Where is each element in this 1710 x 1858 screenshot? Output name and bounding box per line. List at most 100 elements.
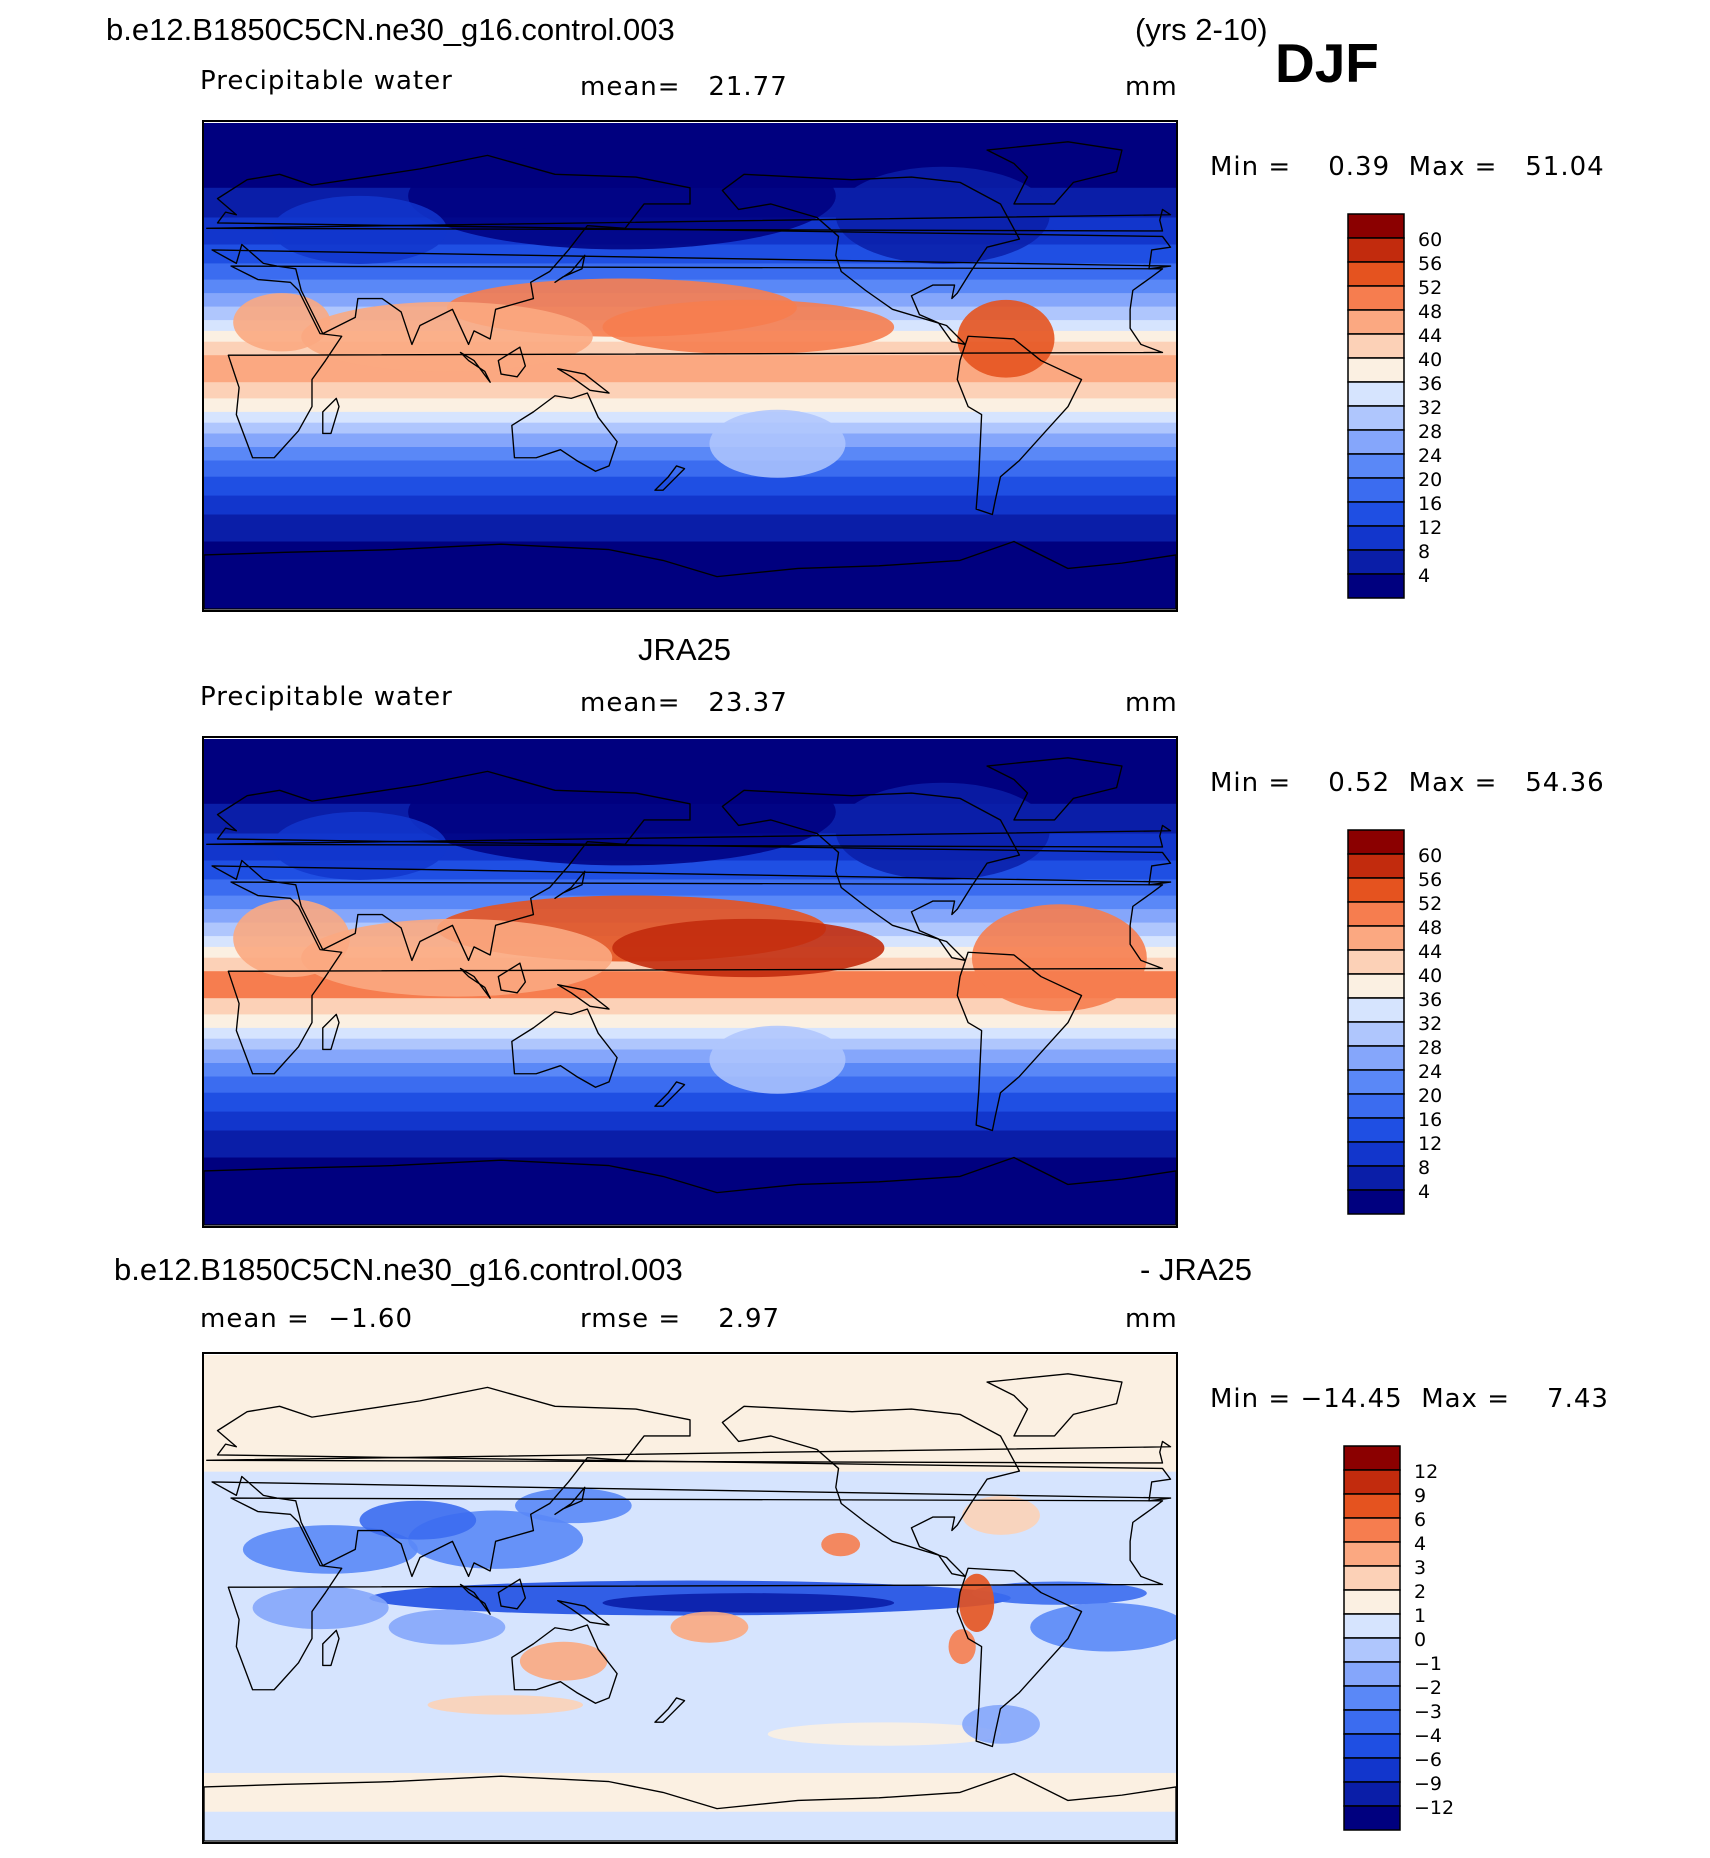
colorbar-label: −3: [1414, 1701, 1442, 1723]
colorbar-swatch: [1347, 1165, 1405, 1191]
field-layer: [204, 739, 1176, 1226]
coastline: [956, 335, 1083, 516]
contour-band: [204, 1027, 1176, 1040]
panel3-rmse: rmse = 2.97: [580, 1304, 781, 1334]
diff-band: [204, 1355, 1176, 1472]
coastline: [497, 346, 527, 378]
colorbar-swatch: [1347, 1069, 1405, 1095]
colorbar-label: 12: [1414, 1461, 1438, 1483]
panel2-minmax: Min = 0.52 Max = 54.36: [1210, 768, 1605, 798]
panel3-title-left: b.e12.B1850C5CN.ne30_g16.control.003: [114, 1252, 683, 1287]
contour-band: [204, 447, 1176, 461]
colorbar-label: 52: [1418, 277, 1442, 299]
colorbar-label: 20: [1418, 469, 1442, 491]
coastline: [227, 881, 1164, 1075]
colorbar-swatch: [1343, 1445, 1401, 1471]
contour-band: [204, 1157, 1176, 1226]
colorbar-label: 8: [1418, 1157, 1430, 1179]
coastline: [511, 1008, 618, 1088]
colorbar-swatch: [1343, 1661, 1401, 1687]
diff-anomaly: [971, 1581, 1147, 1605]
colorbar-label: 56: [1418, 869, 1442, 891]
colorbar-label: 4: [1418, 1181, 1430, 1203]
coastline: [986, 757, 1123, 821]
colorbar-swatch: [1343, 1709, 1401, 1735]
colorbar-swatch: [1347, 429, 1405, 455]
panel1-title-left: b.e12.B1850C5CN.ne30_g16.control.003: [106, 12, 675, 47]
colorbar-swatch: [1343, 1493, 1401, 1519]
dry-region: [408, 758, 836, 866]
dry-region: [709, 1025, 846, 1094]
colorbar-swatch: [1347, 261, 1405, 287]
panel3-minmax: Min = −14.45 Max = 7.43: [1210, 1384, 1609, 1414]
season-label: DJF: [1275, 32, 1379, 94]
colorbar-label: 36: [1418, 989, 1442, 1011]
colorbar-label: 44: [1418, 325, 1442, 347]
colorbar-label: 56: [1418, 253, 1442, 275]
panel3-map: [202, 1352, 1178, 1844]
diff-anomaly: [948, 1629, 976, 1665]
contour-band: [204, 422, 1176, 434]
diff-anomaly: [602, 1593, 895, 1613]
colorbar-label: 60: [1418, 845, 1442, 867]
dry-region: [272, 195, 447, 264]
warm-pool: [301, 918, 613, 997]
colorbar-swatch: [1347, 901, 1405, 927]
colorbar-label: 4: [1418, 565, 1430, 587]
coastline: [554, 870, 586, 899]
coastline: [554, 1486, 586, 1515]
diff-anomaly: [767, 1722, 1002, 1746]
colorbar-label: −9: [1414, 1773, 1442, 1795]
coastline: [557, 1600, 610, 1626]
colorbar-swatch: [1347, 357, 1405, 383]
contour-band: [204, 433, 1176, 448]
diff-anomaly: [359, 1500, 477, 1540]
contour-band: [204, 398, 1176, 413]
coastline: [227, 1497, 1164, 1691]
colorbar-label: 9: [1414, 1485, 1426, 1507]
coastline: [956, 951, 1083, 1132]
colorbar-swatch: [1343, 1613, 1401, 1639]
diff-anomaly: [959, 1573, 995, 1633]
contour-band: [204, 1130, 1176, 1158]
colorbar-swatch: [1347, 1021, 1405, 1047]
contour-band: [204, 1111, 1176, 1131]
diff-anomaly: [252, 1586, 389, 1630]
diff-anomaly: [519, 1641, 608, 1681]
colorbar-swatch: [1343, 1757, 1401, 1783]
colorbar-swatch: [1347, 1117, 1405, 1143]
diff-anomaly: [242, 1525, 418, 1574]
diff-band: [204, 1772, 1176, 1812]
colorbar-swatch: [1347, 997, 1405, 1023]
colorbar-label: 8: [1418, 541, 1430, 563]
colorbar-label: 16: [1418, 493, 1442, 515]
panel2-colorbar: 60 56 52 48 44 40 36 32 28 24 20 16 12 8 4: [1347, 829, 1468, 1216]
colorbar-label: 52: [1418, 893, 1442, 915]
colorbar-swatch: [1347, 213, 1405, 239]
colorbar-swatch: [1343, 1517, 1401, 1543]
coastline: [654, 465, 686, 491]
diff-anomaly: [427, 1695, 584, 1715]
colorbar-label: −2: [1414, 1677, 1442, 1699]
coastline: [204, 540, 1176, 610]
coastline: [654, 1081, 686, 1107]
panel3-mean: mean = −1.60: [200, 1304, 413, 1334]
coastline: [654, 1697, 686, 1723]
diff-anomaly: [388, 1609, 506, 1645]
coastline: [511, 392, 618, 472]
coastline: [459, 967, 491, 999]
colorbar-swatch: [1347, 501, 1405, 527]
panel1-minmax: Min = 0.39 Max = 51.04: [1210, 152, 1605, 182]
colorbar-swatch: [1343, 1733, 1401, 1759]
colorbar-swatch: [1347, 333, 1405, 359]
coastline: [322, 1013, 340, 1051]
colorbar-swatch: [1347, 525, 1405, 551]
colorbar-label: 16: [1418, 1109, 1442, 1131]
panel2-var-name: Precipitable water: [200, 682, 453, 712]
colorbar-label: 44: [1418, 941, 1442, 963]
colorbar-label: 4: [1414, 1533, 1426, 1555]
contour-band: [204, 411, 1176, 424]
colorbar-swatch: [1347, 1093, 1405, 1119]
